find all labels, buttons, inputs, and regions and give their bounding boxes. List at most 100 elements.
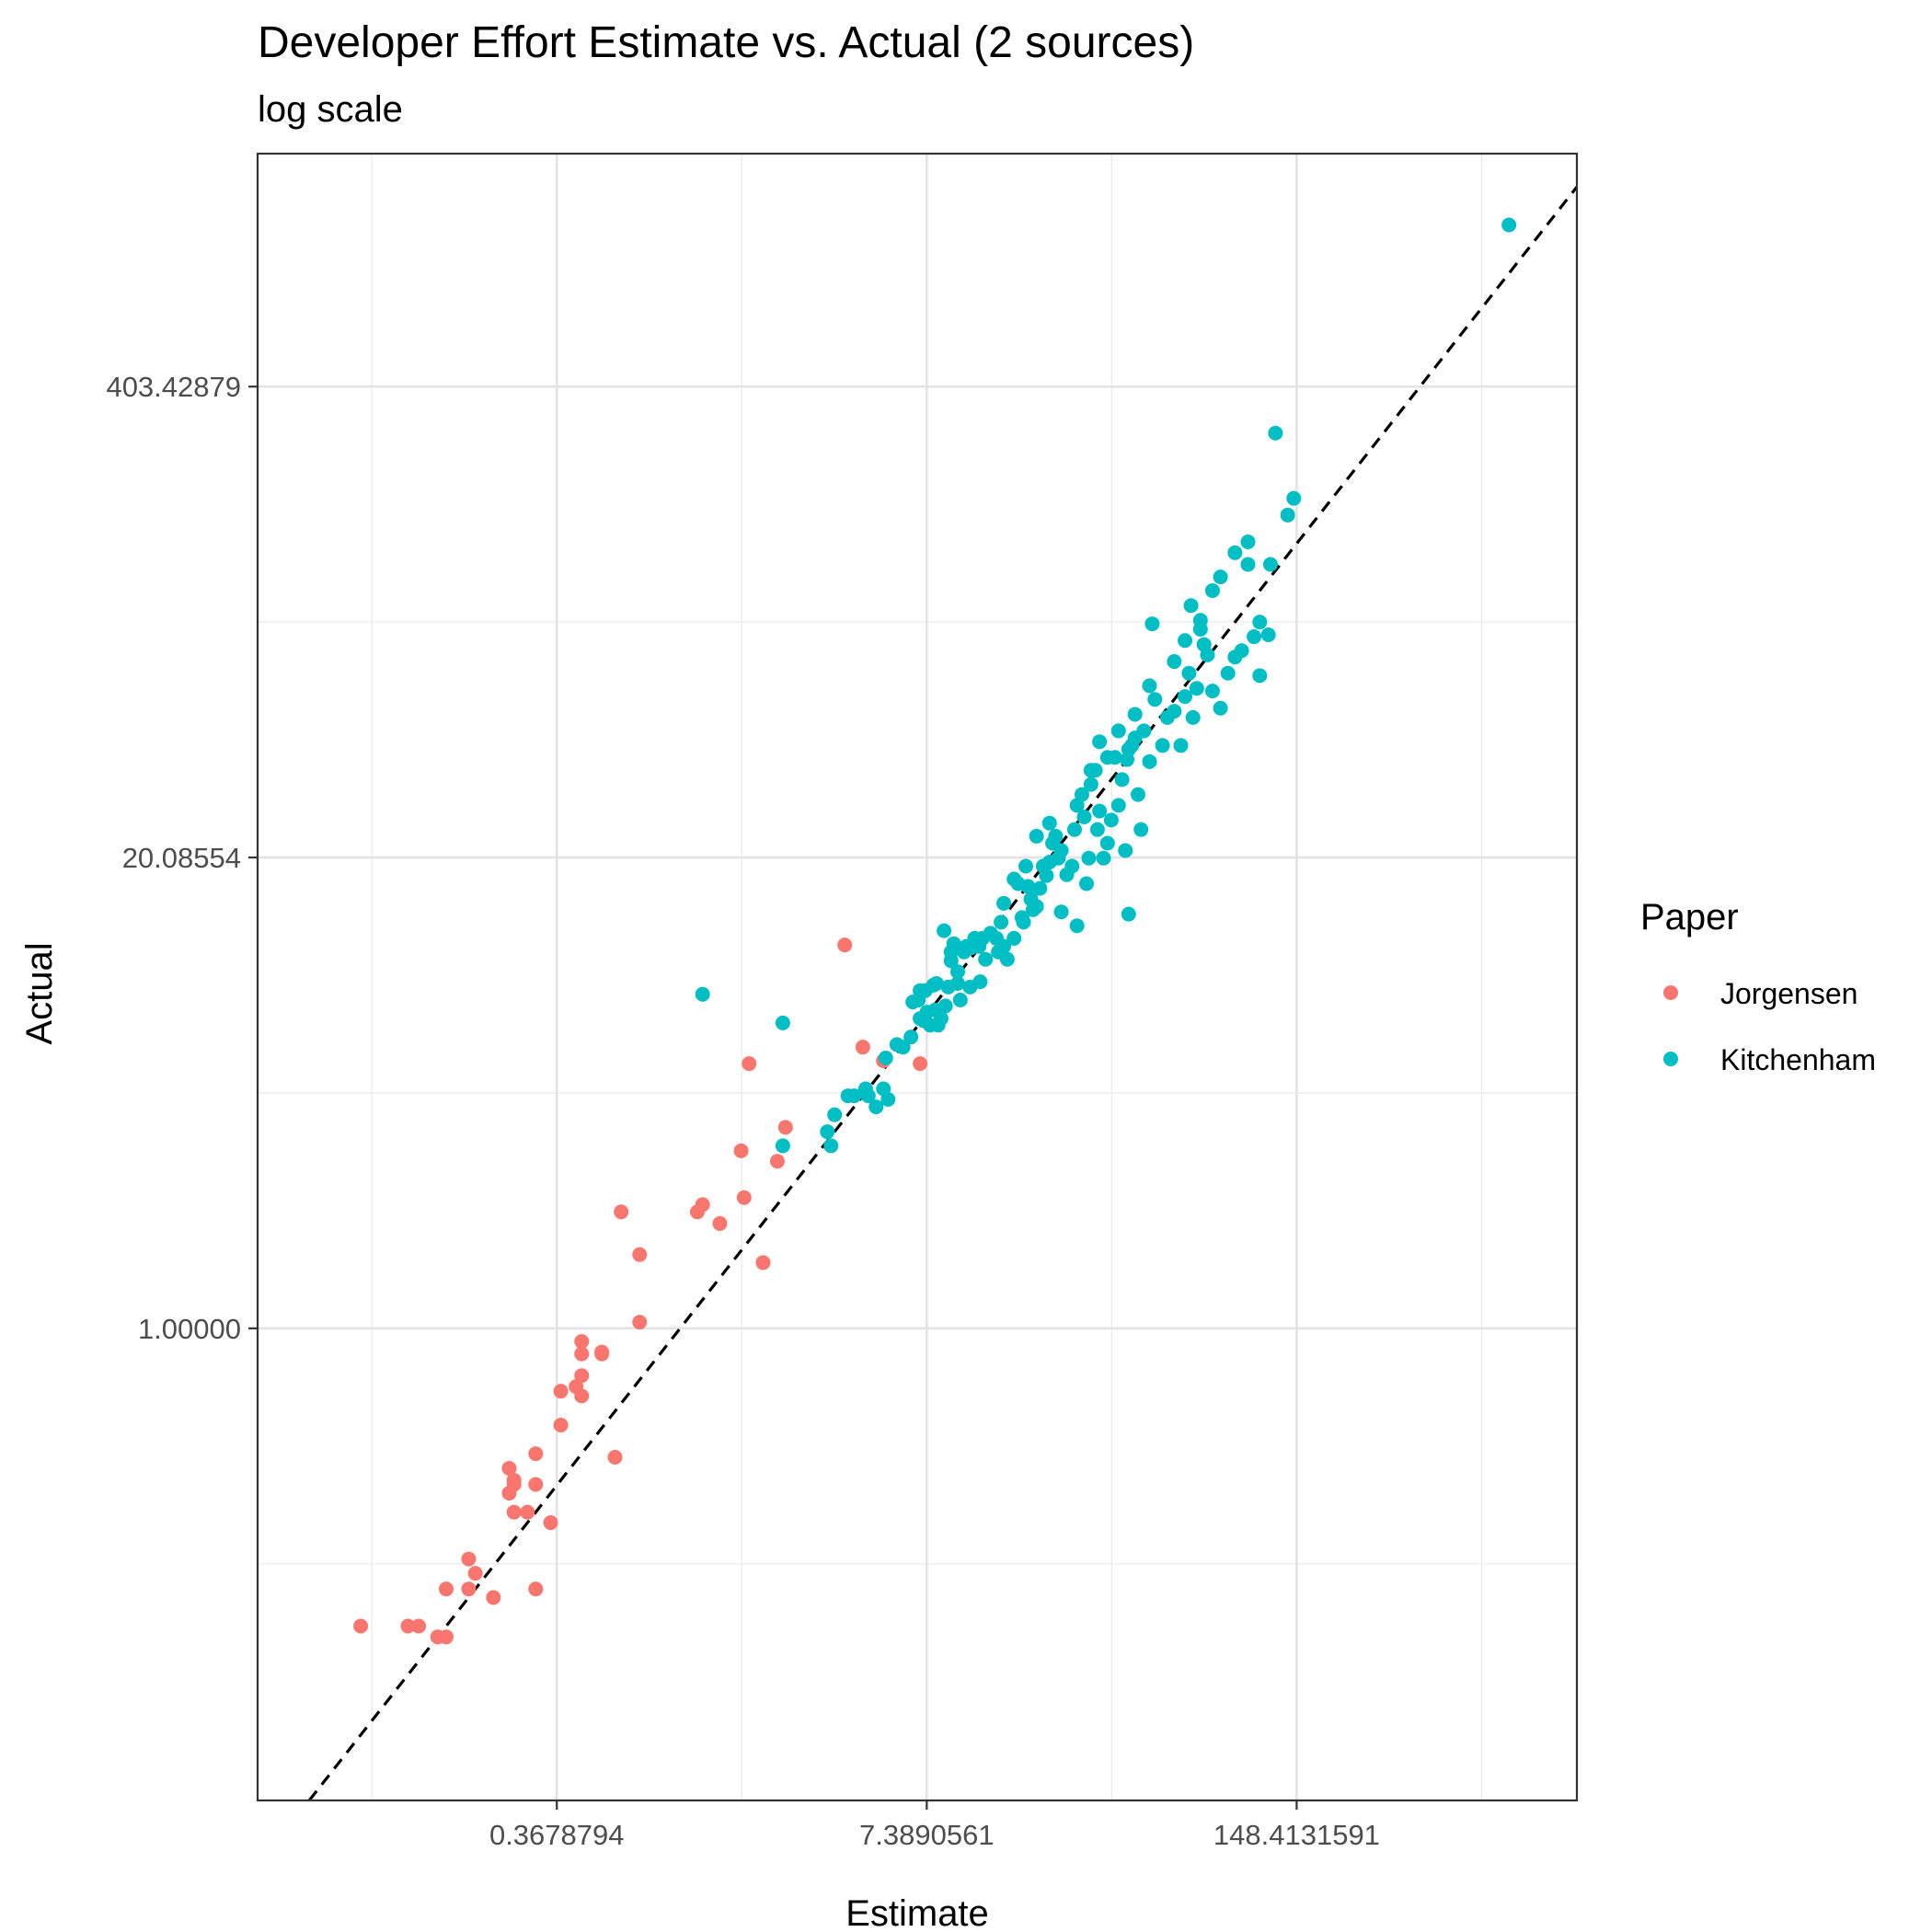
data-point — [1083, 763, 1098, 778]
data-point — [950, 964, 966, 980]
data-point — [996, 938, 1012, 954]
data-point — [777, 1120, 793, 1135]
x-tick-label: 7.3890561 — [859, 1819, 995, 1851]
data-point — [1142, 753, 1157, 769]
data-point — [1041, 815, 1057, 831]
data-point — [1185, 709, 1201, 725]
x-axis: 0.3678794 7.3890561 148.4131591 — [489, 1800, 1380, 1851]
data-point — [1018, 858, 1034, 874]
data-point — [994, 914, 1009, 930]
data-point — [1183, 598, 1199, 614]
data-point — [1234, 643, 1249, 659]
data-point — [1252, 615, 1268, 630]
data-point — [528, 1446, 544, 1462]
data-point — [1092, 734, 1108, 750]
data-point — [1213, 569, 1228, 585]
data-point — [1144, 616, 1160, 632]
data-point — [467, 1566, 483, 1581]
data-point — [895, 1040, 911, 1055]
data-point — [860, 1088, 876, 1104]
plot-background — [258, 154, 1577, 1800]
data-point — [1131, 787, 1146, 802]
data-point — [837, 937, 853, 953]
data-point — [1178, 689, 1193, 705]
data-point — [1178, 633, 1193, 649]
data-point — [1189, 681, 1204, 696]
y-axis-title: Actual — [19, 942, 60, 1044]
data-point — [1118, 843, 1133, 858]
data-point — [574, 1388, 590, 1404]
data-point — [695, 986, 710, 1002]
data-point — [1213, 700, 1228, 716]
data-point — [594, 1344, 610, 1360]
data-point — [1099, 750, 1115, 765]
data-point — [614, 1204, 629, 1220]
data-point — [1252, 668, 1268, 684]
data-point — [999, 951, 1015, 967]
data-point — [1181, 665, 1197, 681]
data-point — [1227, 545, 1243, 560]
data-point — [1173, 738, 1189, 753]
data-point — [506, 1504, 522, 1520]
data-point — [972, 974, 988, 990]
series-jorgensen — [353, 937, 928, 1645]
data-point — [461, 1551, 477, 1567]
data-point — [1076, 810, 1092, 825]
y-axis: 1.00000 20.08554 403.42879 — [106, 371, 258, 1345]
data-point — [520, 1504, 535, 1520]
legend-label: Kitchenham — [1720, 1043, 1876, 1076]
data-point — [1121, 906, 1136, 922]
data-point — [733, 1143, 749, 1158]
data-point — [528, 1477, 544, 1492]
data-point — [913, 983, 928, 998]
data-point — [878, 1050, 893, 1065]
data-point — [1147, 692, 1163, 707]
minor-gridlines — [258, 154, 1577, 1800]
data-point — [1039, 868, 1054, 883]
data-point — [1220, 665, 1236, 681]
data-point — [353, 1618, 369, 1634]
identity-dashed-line — [307, 186, 1579, 1801]
data-point — [1286, 490, 1302, 506]
data-point — [574, 1334, 590, 1350]
data-point — [1089, 822, 1105, 837]
data-point — [1016, 914, 1031, 930]
data-point — [880, 1092, 896, 1108]
data-point — [952, 992, 968, 1007]
data-point — [1103, 812, 1119, 828]
data-point — [1280, 507, 1295, 523]
data-point — [1092, 803, 1108, 819]
data-point — [1110, 723, 1126, 739]
data-point — [1053, 904, 1069, 920]
data-point — [438, 1629, 454, 1645]
data-point — [501, 1460, 517, 1476]
data-point — [1262, 557, 1278, 572]
data-point — [553, 1417, 569, 1432]
x-tick-label: 148.4131591 — [1213, 1819, 1380, 1851]
data-point — [1110, 798, 1126, 813]
data-point — [1029, 828, 1044, 844]
data-point — [1167, 704, 1182, 719]
data-point — [1167, 654, 1182, 670]
data-point — [846, 1088, 862, 1104]
data-point — [1155, 738, 1170, 753]
data-point — [574, 1346, 590, 1362]
legend-item-jorgensen: Jorgensen — [1663, 977, 1857, 1010]
legend-label: Jorgensen — [1720, 977, 1857, 1010]
data-point — [411, 1618, 427, 1634]
data-point — [1048, 828, 1064, 844]
data-point — [1204, 582, 1220, 598]
data-point — [1083, 776, 1098, 792]
data-point — [506, 1472, 522, 1488]
data-point — [1010, 876, 1026, 891]
chart-title: Developer Effort Estimate vs. Actual (2 … — [258, 18, 1194, 67]
data-point — [1136, 723, 1152, 739]
data-point — [1268, 425, 1283, 441]
data-point — [632, 1315, 648, 1330]
chart-subtitle: log scale — [258, 89, 403, 130]
data-point — [1127, 707, 1143, 722]
data-point — [903, 1029, 919, 1045]
data-point — [543, 1515, 558, 1531]
data-point — [1032, 880, 1048, 896]
